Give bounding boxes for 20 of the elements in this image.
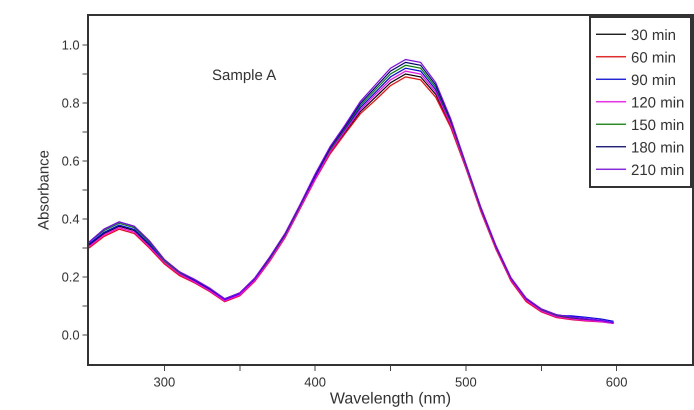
legend-label: 150 min: [631, 117, 684, 134]
legend-label: 210 min: [631, 162, 684, 180]
legend-label: 30 min: [631, 27, 676, 44]
y-tick-label: 0.2: [62, 270, 80, 285]
legend-label: 180 min: [631, 140, 684, 157]
legend-label: 120 min: [631, 94, 684, 112]
y-tick-label: 0.8: [62, 96, 80, 111]
annotation: Sample A: [212, 67, 276, 84]
legend-label: 90 min: [631, 72, 676, 90]
x-tick-label: 500: [455, 374, 477, 390]
x-axis-title: Wavelength (nm): [330, 390, 452, 408]
y-tick-label: 1.0: [62, 38, 80, 53]
x-tick-label: 600: [606, 374, 628, 390]
y-tick-label: 0.0: [62, 328, 80, 343]
y-axis-title: Absorbance: [36, 150, 52, 230]
legend-label: 60 min: [631, 50, 676, 67]
y-tick-label: 0.6: [62, 154, 80, 169]
x-tick-label: 300: [154, 374, 176, 390]
x-tick-label: 400: [304, 374, 326, 390]
y-tick-label: 0.4: [62, 212, 80, 227]
